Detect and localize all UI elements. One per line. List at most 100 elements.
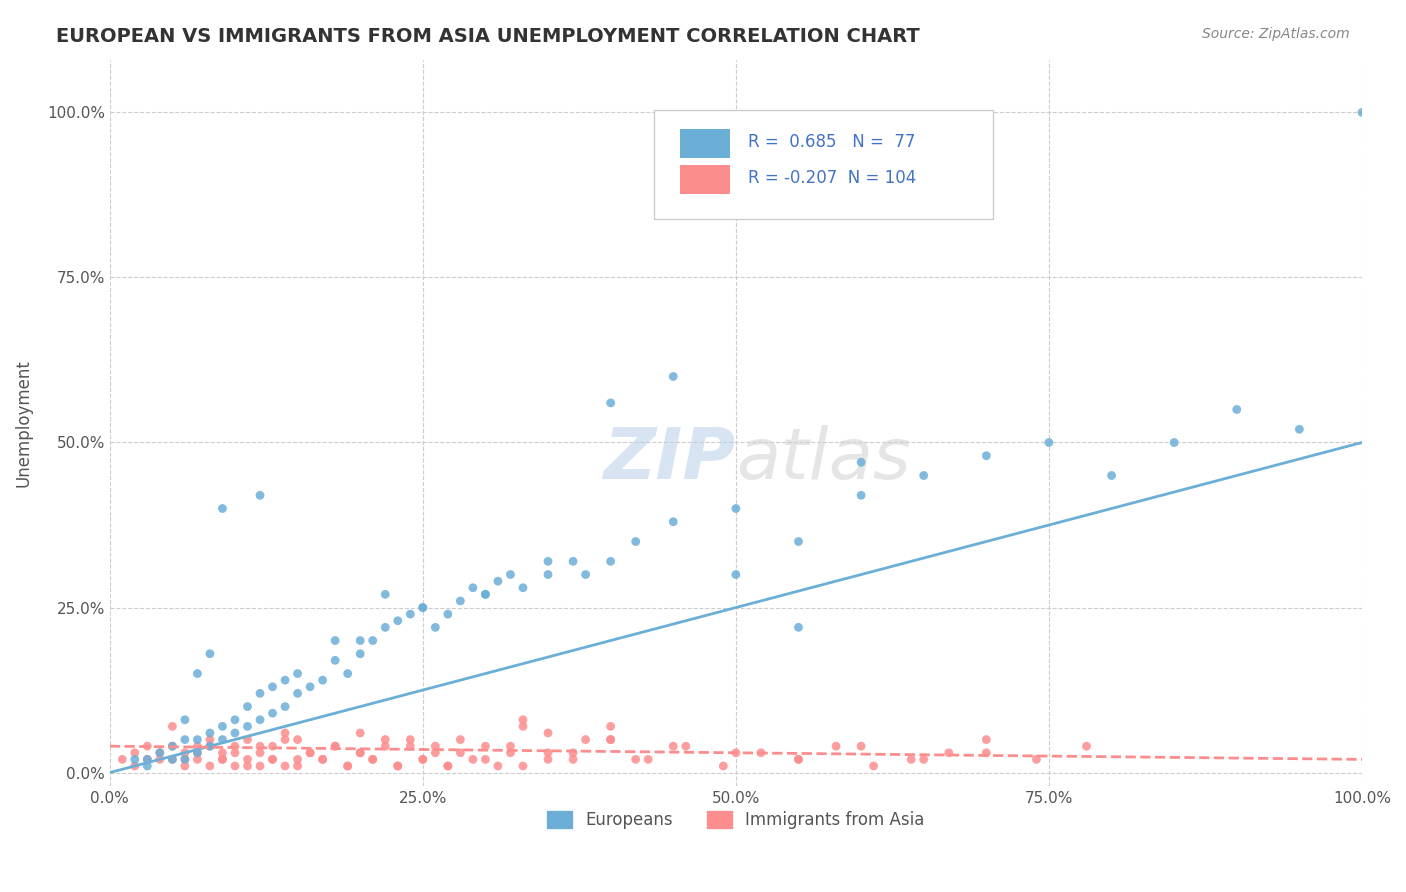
Point: [512, 719, 534, 733]
Point: [299, 746, 322, 760]
Point: [349, 647, 371, 661]
Point: [336, 666, 359, 681]
Point: [136, 752, 159, 766]
Point: [461, 752, 484, 766]
Point: [149, 752, 172, 766]
Point: [599, 732, 621, 747]
Point: [111, 752, 134, 766]
Point: [412, 752, 434, 766]
Point: [249, 746, 271, 760]
Point: [249, 739, 271, 754]
Point: [198, 759, 221, 773]
Point: [474, 587, 496, 601]
Point: [299, 680, 322, 694]
Point: [486, 759, 509, 773]
Point: [437, 607, 460, 622]
Point: [262, 752, 284, 766]
Point: [186, 739, 208, 754]
Point: [186, 746, 208, 760]
Point: [311, 673, 333, 688]
Point: [224, 713, 246, 727]
Point: [149, 746, 172, 760]
Point: [599, 719, 621, 733]
Text: Source: ZipAtlas.com: Source: ZipAtlas.com: [1202, 27, 1350, 41]
Point: [1163, 435, 1185, 450]
Text: atlas: atlas: [735, 425, 911, 493]
Point: [162, 739, 184, 754]
Point: [323, 633, 346, 648]
Point: [449, 746, 471, 760]
Point: [323, 739, 346, 754]
Point: [399, 607, 422, 622]
Point: [461, 581, 484, 595]
Point: [162, 739, 184, 754]
Point: [224, 746, 246, 760]
Point: [124, 759, 146, 773]
Point: [474, 752, 496, 766]
Point: [211, 752, 233, 766]
Point: [412, 752, 434, 766]
Point: [186, 666, 208, 681]
Point: [599, 554, 621, 568]
Point: [198, 647, 221, 661]
Point: [262, 706, 284, 721]
Point: [562, 752, 585, 766]
Point: [249, 488, 271, 502]
Point: [236, 699, 259, 714]
Point: [349, 726, 371, 740]
Point: [624, 752, 647, 766]
Point: [262, 739, 284, 754]
Point: [211, 732, 233, 747]
Point: [787, 620, 810, 634]
Point: [512, 759, 534, 773]
Point: [399, 739, 422, 754]
Point: [262, 680, 284, 694]
Point: [349, 633, 371, 648]
Point: [976, 732, 998, 747]
Point: [537, 567, 560, 582]
Point: [449, 594, 471, 608]
Text: R = -0.207  N = 104: R = -0.207 N = 104: [748, 169, 917, 187]
Point: [249, 759, 271, 773]
Point: [323, 653, 346, 667]
Point: [323, 739, 346, 754]
Point: [499, 567, 522, 582]
Point: [849, 455, 872, 469]
Point: [136, 759, 159, 773]
Point: [198, 732, 221, 747]
Point: [1076, 739, 1098, 754]
Point: [311, 752, 333, 766]
Point: [412, 600, 434, 615]
Point: [562, 746, 585, 760]
Point: [512, 713, 534, 727]
Point: [425, 746, 447, 760]
Point: [662, 739, 685, 754]
Point: [274, 726, 297, 740]
Point: [537, 746, 560, 760]
Point: [224, 759, 246, 773]
Point: [849, 739, 872, 754]
Point: [537, 726, 560, 740]
Point: [976, 746, 998, 760]
Point: [787, 534, 810, 549]
Point: [336, 759, 359, 773]
Point: [724, 746, 747, 760]
Point: [976, 449, 998, 463]
Point: [186, 752, 208, 766]
Bar: [679, 165, 730, 194]
Point: [787, 752, 810, 766]
Point: [387, 614, 409, 628]
Point: [374, 739, 396, 754]
Point: [136, 752, 159, 766]
Point: [499, 739, 522, 754]
Point: [862, 759, 884, 773]
Point: [562, 554, 585, 568]
Point: [236, 752, 259, 766]
Point: [198, 726, 221, 740]
Point: [1101, 468, 1123, 483]
Point: [287, 666, 309, 681]
Point: [912, 752, 935, 766]
Point: [374, 587, 396, 601]
Point: [198, 739, 221, 754]
Point: [124, 752, 146, 766]
